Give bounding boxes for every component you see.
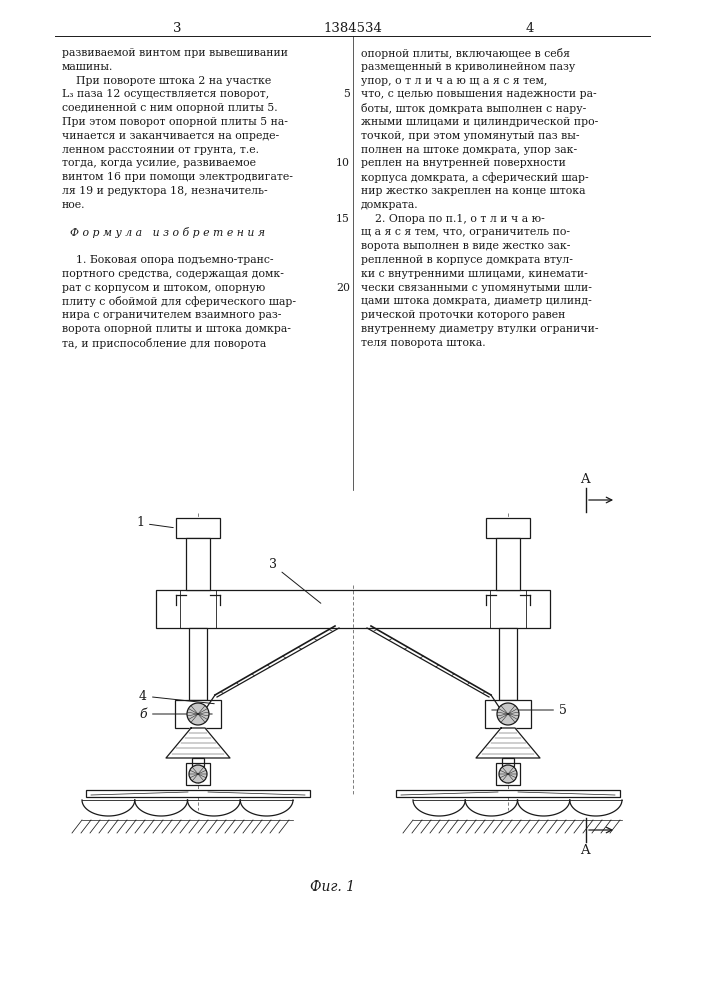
Text: 10: 10 bbox=[336, 158, 350, 168]
Text: точкой, при этом упомянутый паз вы-: точкой, при этом упомянутый паз вы- bbox=[361, 131, 580, 141]
Bar bbox=[496, 538, 520, 590]
Text: б: б bbox=[139, 708, 212, 720]
Bar bbox=[192, 758, 204, 766]
Bar bbox=[499, 628, 517, 700]
Text: корпуса домкрата, а сферический шар-: корпуса домкрата, а сферический шар- bbox=[361, 172, 589, 183]
Text: репленной в корпусе домкрата втул-: репленной в корпусе домкрата втул- bbox=[361, 255, 573, 265]
Text: 3: 3 bbox=[269, 558, 321, 603]
Text: полнен на штоке домкрата, упор зак-: полнен на штоке домкрата, упор зак- bbox=[361, 145, 577, 155]
Text: нира с ограничителем взаимного раз-: нира с ограничителем взаимного раз- bbox=[62, 310, 281, 320]
Bar bbox=[485, 700, 531, 728]
Text: домкрата.: домкрата. bbox=[361, 200, 419, 210]
Circle shape bbox=[189, 765, 207, 783]
Text: 1. Боковая опора подъемно-транс-: 1. Боковая опора подъемно-транс- bbox=[62, 255, 274, 265]
Text: тогда, когда усилие, развиваемое: тогда, когда усилие, развиваемое bbox=[62, 158, 256, 168]
Bar bbox=[189, 628, 207, 700]
Text: 20: 20 bbox=[336, 283, 350, 293]
Text: щ а я с я тем, что, ограничитель по-: щ а я с я тем, что, ограничитель по- bbox=[361, 227, 570, 237]
Bar bbox=[176, 518, 220, 538]
Circle shape bbox=[499, 765, 517, 783]
Text: плиту с обоймой для сферического шар-: плиту с обоймой для сферического шар- bbox=[62, 296, 296, 307]
Text: A: A bbox=[580, 473, 590, 486]
Text: 1384534: 1384534 bbox=[324, 22, 382, 35]
Text: Ф о р м у л а   и з о б р е т е н и я: Ф о р м у л а и з о б р е т е н и я bbox=[70, 227, 265, 238]
Text: 4: 4 bbox=[526, 22, 534, 35]
Text: 3: 3 bbox=[173, 22, 181, 35]
Polygon shape bbox=[166, 728, 230, 758]
Bar bbox=[396, 790, 620, 797]
Text: нир жестко закреплен на конце штока: нир жестко закреплен на конце штока bbox=[361, 186, 585, 196]
Text: При этом поворот опорной плиты 5 на-: При этом поворот опорной плиты 5 на- bbox=[62, 117, 288, 127]
Text: боты, шток домкрата выполнен с нару-: боты, шток домкрата выполнен с нару- bbox=[361, 103, 586, 114]
Text: та, и приспособление для поворота: та, и приспособление для поворота bbox=[62, 338, 267, 349]
Text: реплен на внутренней поверхности: реплен на внутренней поверхности bbox=[361, 158, 566, 168]
Text: развиваемой винтом при вывешивании: развиваемой винтом при вывешивании bbox=[62, 48, 288, 58]
Text: теля поворота штока.: теля поворота штока. bbox=[361, 338, 486, 348]
Text: рической проточки которого равен: рической проточки которого равен bbox=[361, 310, 566, 320]
Text: Фиг. 1: Фиг. 1 bbox=[310, 880, 356, 894]
Text: 4: 4 bbox=[139, 690, 214, 704]
Text: L₃ паза 12 осуществляется поворот,: L₃ паза 12 осуществляется поворот, bbox=[62, 89, 269, 99]
Circle shape bbox=[497, 703, 519, 725]
Text: ля 19 и редуктора 18, незначитель-: ля 19 и редуктора 18, незначитель- bbox=[62, 186, 268, 196]
Bar bbox=[186, 538, 210, 590]
Text: винтом 16 при помощи электродвигате-: винтом 16 при помощи электродвигате- bbox=[62, 172, 293, 182]
Text: соединенной с ним опорной плиты 5.: соединенной с ним опорной плиты 5. bbox=[62, 103, 278, 113]
Text: опорной плиты, включающее в себя: опорной плиты, включающее в себя bbox=[361, 48, 570, 59]
Text: рат с корпусом и штоком, опорную: рат с корпусом и штоком, опорную bbox=[62, 283, 265, 293]
Bar bbox=[496, 763, 520, 785]
Text: жными шлицами и цилиндрической про-: жными шлицами и цилиндрической про- bbox=[361, 117, 598, 127]
Text: 1: 1 bbox=[136, 516, 173, 530]
Text: При повороте штока 2 на участке: При повороте штока 2 на участке bbox=[62, 76, 271, 86]
Text: что, с целью повышения надежности ра-: что, с целью повышения надежности ра- bbox=[361, 89, 597, 99]
Circle shape bbox=[187, 703, 209, 725]
Polygon shape bbox=[476, 728, 540, 758]
Text: A: A bbox=[580, 844, 590, 857]
Text: чески связанными с упомянутыми шли-: чески связанными с упомянутыми шли- bbox=[361, 283, 592, 293]
Text: упор, о т л и ч а ю щ а я с я тем,: упор, о т л и ч а ю щ а я с я тем, bbox=[361, 76, 547, 86]
Text: 2. Опора по п.1, о т л и ч а ю-: 2. Опора по п.1, о т л и ч а ю- bbox=[361, 214, 545, 224]
Text: чинается и заканчивается на опреде-: чинается и заканчивается на опреде- bbox=[62, 131, 279, 141]
Bar bbox=[175, 700, 221, 728]
Bar bbox=[86, 790, 310, 797]
Text: машины.: машины. bbox=[62, 62, 113, 72]
Text: портного средства, содержащая домк-: портного средства, содержащая домк- bbox=[62, 269, 284, 279]
Bar bbox=[156, 590, 550, 628]
Text: внутреннему диаметру втулки ограничи-: внутреннему диаметру втулки ограничи- bbox=[361, 324, 599, 334]
Text: ки с внутренними шлицами, кинемати-: ки с внутренними шлицами, кинемати- bbox=[361, 269, 588, 279]
Text: 15: 15 bbox=[336, 214, 350, 224]
Text: ворота опорной плиты и штока домкра-: ворота опорной плиты и штока домкра- bbox=[62, 324, 291, 334]
Text: размещенный в криволинейном пазу: размещенный в криволинейном пазу bbox=[361, 62, 575, 72]
Text: ворота выполнен в виде жестко зак-: ворота выполнен в виде жестко зак- bbox=[361, 241, 571, 251]
Bar bbox=[486, 518, 530, 538]
Bar bbox=[186, 763, 210, 785]
Text: 5: 5 bbox=[492, 704, 567, 716]
Text: цами штока домкрата, диаметр цилинд-: цами штока домкрата, диаметр цилинд- bbox=[361, 296, 592, 306]
Text: 5: 5 bbox=[343, 89, 350, 99]
Bar bbox=[502, 758, 514, 766]
Text: ленном расстоянии от грунта, т.е.: ленном расстоянии от грунта, т.е. bbox=[62, 145, 259, 155]
Text: ное.: ное. bbox=[62, 200, 86, 210]
